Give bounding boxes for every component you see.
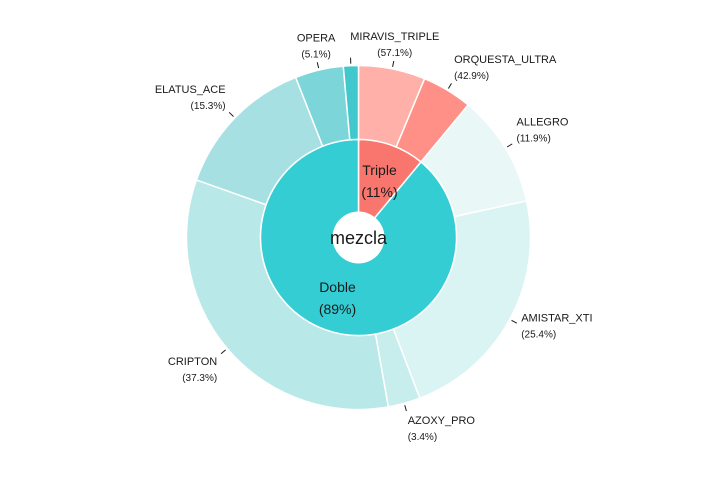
outer-label-elatus-ace: ELATUS_ACE xyxy=(155,84,226,96)
outer-tick-miravis-triple xyxy=(392,60,395,67)
outer-pct-miravis-triple: (57.1%) xyxy=(377,48,412,59)
outer-label-azoxy-pro: AZOXY_PRO xyxy=(408,415,476,427)
outer-pct-elatus-ace: (15.3%) xyxy=(191,101,226,112)
outer-label-allegro: ALLEGRO xyxy=(517,116,569,128)
outer-label-opera: OPERA xyxy=(297,32,336,44)
inner-pct-doble: (89%) xyxy=(319,301,356,317)
center-label: mezcla xyxy=(330,228,388,248)
inner-pct-triple: (11%) xyxy=(361,184,397,200)
outer-pct-azoxy-pro: (3.4%) xyxy=(408,432,437,443)
donut-hole xyxy=(332,211,385,264)
outer-label-cripton: CRIPTON xyxy=(168,356,217,368)
outer-pct-cripton: (37.3%) xyxy=(182,373,217,384)
outer-tick-cripton xyxy=(220,349,226,355)
outer-pct-amistar-xti: (25.4%) xyxy=(521,330,556,341)
inner-label-doble: Doble xyxy=(319,279,356,295)
outer-pct-opera: (5.1%) xyxy=(301,49,330,60)
outer-tick-azoxy-pro xyxy=(404,405,407,412)
outer-pct-orquesta-ultra: (42.9%) xyxy=(454,71,489,82)
outer-label-miravis-triple: MIRAVIS_TRIPLE xyxy=(350,31,439,43)
inner-labels: Triple (11%) Doble (89%) xyxy=(319,162,398,317)
outer-label-orquesta-ultra: ORQUESTA_ULTRA xyxy=(454,54,557,66)
outer-tick-allegro xyxy=(506,143,513,148)
outer-pct-allegro: (11.9%) xyxy=(517,133,551,144)
inner-label-triple: Triple xyxy=(362,162,397,178)
outer-ring xyxy=(185,64,532,411)
outer-tick-orquesta-ultra xyxy=(447,83,452,89)
outer-labels: MIRAVIS_TRIPLE (57.1%) ORQUESTA_ULTRA (42.9… xyxy=(155,31,593,443)
outer-label-amistar-xti: AMISTAR_XTI xyxy=(521,313,592,325)
outer-tick-opera xyxy=(316,62,320,69)
outer-tick-amistar-xti xyxy=(511,319,518,324)
outer-tick-elatus-ace xyxy=(228,111,234,117)
inner-slice-triple xyxy=(357,138,423,240)
